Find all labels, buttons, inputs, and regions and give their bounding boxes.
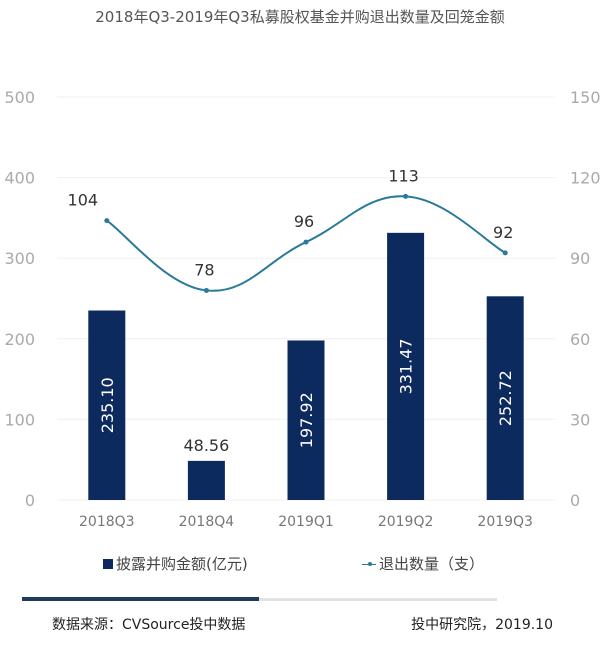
- bar-2019Q1: [287, 340, 325, 500]
- bar-value-label: 252.72: [496, 370, 515, 426]
- line-value-label: 96: [294, 212, 314, 231]
- y-left-tick: 400: [4, 169, 35, 188]
- line-value-label: 78: [194, 260, 214, 279]
- line-marker: [203, 287, 209, 293]
- y-right-tick: 120: [570, 169, 600, 188]
- publisher-credit: 投中研究院，2019.10: [411, 617, 553, 633]
- bar-2019Q2: [387, 232, 425, 500]
- line-marker: [502, 250, 508, 256]
- line-value-label: 104: [68, 191, 99, 210]
- bar-2018Q4: [187, 460, 225, 500]
- legend-line-swatch-icon: [362, 559, 376, 569]
- footer-divider-dark: [22, 597, 259, 601]
- y-right-tick: 90: [570, 249, 590, 268]
- line-marker: [303, 239, 309, 245]
- chart-plot-area: 0 100 200 300 400 500 0 30 60 90 120 150 235.10 48.56…: [4, 88, 600, 530]
- bar-value-label: 197.92: [297, 392, 316, 448]
- line-marker: [104, 218, 110, 224]
- x-axis-label: 2018Q3: [79, 514, 135, 530]
- data-source-note: 数据来源：CVSource投中数据: [52, 617, 246, 633]
- line-value-label: 92: [493, 223, 513, 242]
- y-left-tick: 100: [4, 410, 35, 429]
- legend-line-label: 退出数量（支）: [379, 555, 485, 573]
- bar-value-label: 235.10: [98, 377, 117, 433]
- line-marker: [403, 193, 409, 199]
- y-right-tick: 60: [570, 330, 590, 349]
- y-right-tick: 150: [570, 88, 600, 107]
- bar-2019Q3: [486, 296, 524, 500]
- legend-bar-label: 披露并购金额(亿元): [116, 555, 248, 573]
- y-left-tick: 0: [25, 491, 35, 510]
- y-left-tick: 200: [4, 330, 35, 349]
- footer-divider-light: [259, 598, 497, 601]
- line-value-label: 113: [388, 166, 419, 185]
- legend-bar-swatch-icon: [103, 558, 113, 569]
- bar-2018Q3: [88, 310, 126, 500]
- legend-item-bar: 披露并购金额(亿元): [103, 553, 248, 574]
- bar-value-label: 331.47: [397, 338, 416, 394]
- y-left-tick: 500: [4, 88, 35, 107]
- x-axis-label: 2019Q2: [378, 514, 434, 530]
- chart-title: 2018年Q3-2019年Q3私募股权基金并购退出数量及回笼金额: [95, 8, 505, 26]
- y-right-tick: 0: [570, 491, 580, 510]
- legend-item-line: 退出数量（支）: [362, 553, 484, 574]
- x-axis-label: 2019Q1: [278, 514, 334, 530]
- y-left-tick: 300: [4, 249, 35, 268]
- x-axis-label: 2019Q3: [477, 514, 533, 530]
- y-right-tick: 30: [570, 410, 590, 429]
- bar-value-label: 48.56: [183, 436, 229, 455]
- x-axis-label: 2018Q4: [179, 514, 235, 530]
